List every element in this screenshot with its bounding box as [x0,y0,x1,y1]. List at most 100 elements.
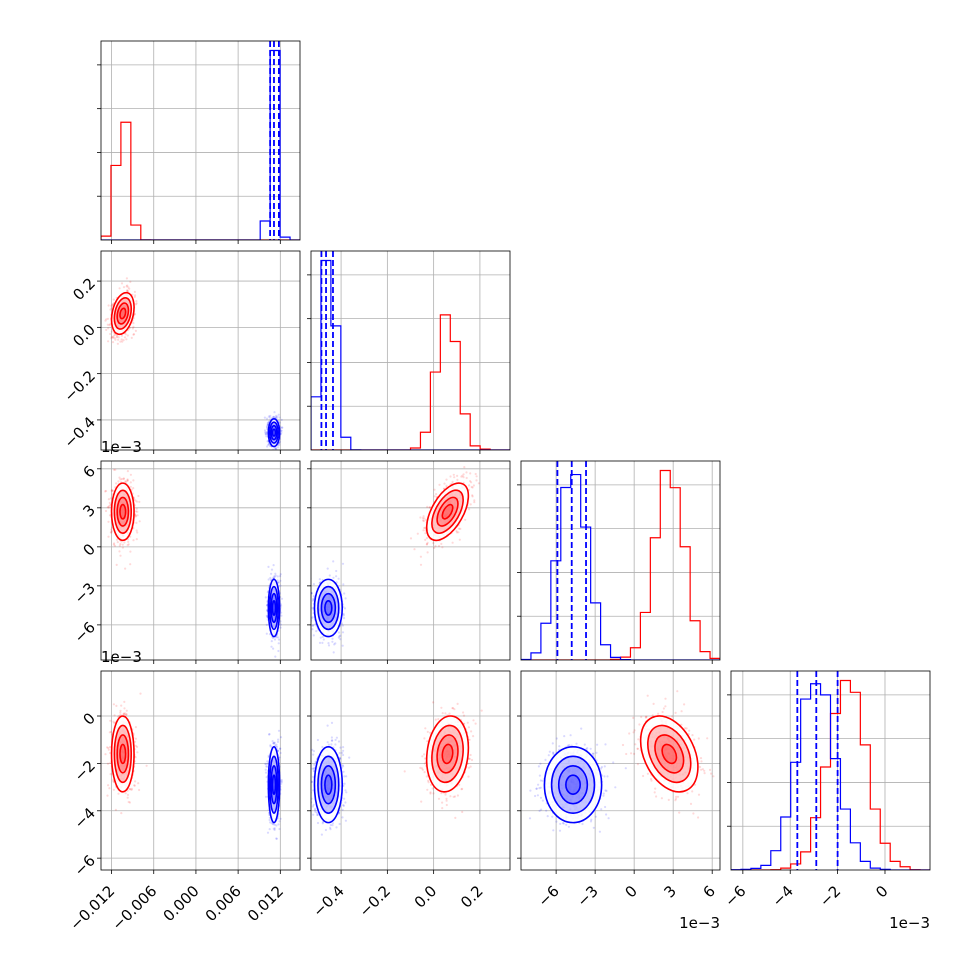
sample-point [278,421,281,424]
sample-point [265,623,268,627]
sample-point [275,447,278,450]
sample-point [268,633,272,636]
sample-point [263,429,267,432]
sample-point [458,527,461,530]
sample-point [135,300,138,303]
sample-point [339,634,342,637]
sample-point [132,333,135,336]
panel-3-0: −0.012−0.006 0.000 0.006 0.012−6−4−20 [66,670,301,934]
sample-point [115,538,119,541]
sample-point [120,477,123,481]
contour-level [116,302,130,325]
sample-point [124,712,127,715]
sample-point [312,624,315,627]
sample-point [111,341,115,344]
sample-point [106,762,110,765]
sample-point [267,421,270,424]
sample-point [426,551,429,554]
sample-point [118,550,121,553]
sample-point [457,531,460,534]
sample-point [110,307,113,310]
sample-point [279,623,282,626]
sample-point [122,713,125,716]
sample-point [473,499,476,502]
sample-point [266,440,269,443]
sample-point [456,474,459,477]
sample-point [475,479,478,482]
sample-point [136,745,139,749]
contour-level [271,600,277,616]
sample-point [124,792,127,795]
sample-point [424,532,427,535]
sample-point [428,506,431,509]
sample-point [130,336,133,339]
sample-point [278,416,281,419]
sample-point [117,336,120,339]
y-tick-label: −3 [71,579,99,607]
sample-point [311,617,313,620]
sample-point [432,542,435,545]
sample-point [106,323,109,326]
sample-point [136,510,139,513]
sample-point [114,333,117,336]
sample-point [465,476,468,480]
sample-point [455,529,458,533]
sample-point [110,528,113,531]
sample-point [474,472,477,476]
histogram-series-1 [521,473,720,660]
sample-point [107,304,110,307]
sample-point [413,548,416,551]
sample-point [319,636,322,639]
sample-point [116,335,119,338]
sample-point [277,581,280,584]
sample-point [134,514,137,517]
sample-point [132,322,135,325]
sample-point [136,531,139,534]
sample-point [266,445,269,448]
sample-point [132,333,136,336]
sample-point [270,568,274,571]
sample-point [274,447,277,450]
histogram-series-0 [521,469,720,660]
sample-point [126,284,129,287]
sample-point [110,489,113,492]
sample-point [121,543,124,546]
sample-point [133,784,136,787]
sample-point [277,642,280,645]
sample-point [125,713,128,716]
sample-point [342,612,345,616]
sample-point [322,638,325,641]
sample-point [264,433,267,436]
sample-point [118,476,121,479]
sample-point [134,737,137,740]
sample-point [279,573,282,576]
sample-point [114,808,117,811]
sample-point [471,494,474,497]
sample-point [112,336,115,339]
sample-point [311,606,314,610]
sample-point [419,555,422,558]
sample-point [119,542,122,546]
sample-point [453,476,456,479]
sample-point [279,429,283,432]
sample-point [135,529,138,532]
histogram-series-0 [311,314,510,450]
panel-frame [310,250,511,451]
sample-point [125,713,128,716]
sample-point [425,543,429,546]
panel-1-0: −0.4−0.20.00.2 [61,250,301,454]
sample-point [265,614,268,618]
sample-point [464,518,467,521]
sample-point [280,431,283,434]
sample-point [265,417,269,420]
sample-point [270,572,273,575]
sample-point [266,591,269,594]
sample-point [273,411,276,414]
sample-point [312,634,315,637]
sample-point [343,617,346,620]
sample-point [122,477,125,480]
sample-point [473,501,476,504]
scatter-group [104,277,284,450]
